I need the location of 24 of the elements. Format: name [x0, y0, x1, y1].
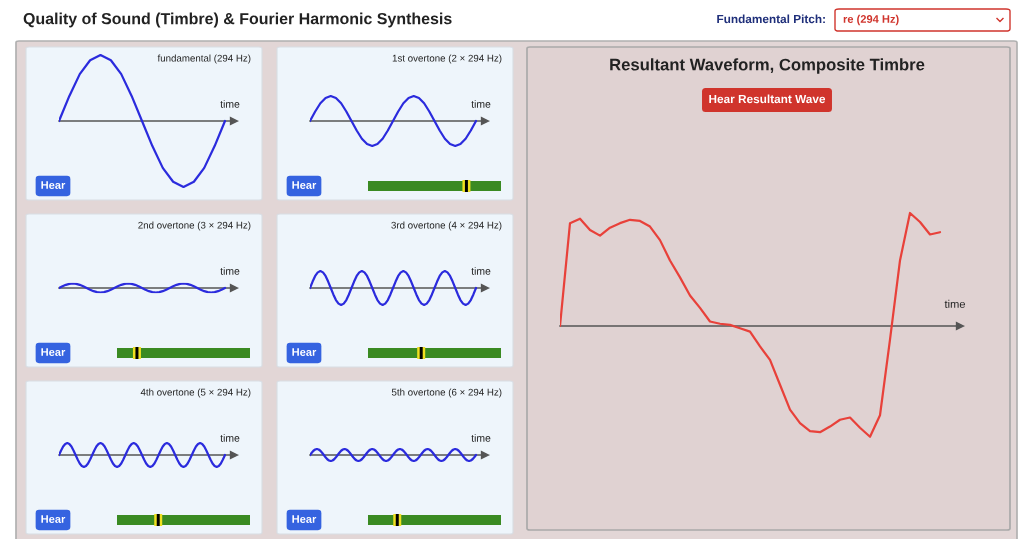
text: Quality of Sound (Timbre) & Fourier Harmonic Synthesis [23, 12, 452, 28]
chart-title: 2nd overtone (3 × 294 Hz) [138, 221, 251, 231]
chart-title: Resultant Waveform, Composite Timbre [610, 58, 925, 74]
x-axis-title: time [220, 100, 240, 108]
x-axis-title: time [944, 299, 965, 308]
x-axis-title: time [471, 434, 491, 442]
text: Hear [292, 348, 317, 356]
chart-title: 4th overtone (5 × 294 Hz) [140, 388, 251, 398]
chart-title: 3rd overtone (4 × 294 Hz) [391, 221, 502, 231]
text: Hear [41, 515, 66, 523]
text: Hear [292, 515, 317, 523]
text: Hear Resultant Wave [709, 94, 826, 104]
chart-title: 1st overtone (2 × 294 Hz) [392, 54, 502, 64]
chart-title: fundamental (294 Hz) [157, 54, 251, 64]
x-axis-title: time [220, 434, 240, 442]
text: Fundamental Pitch: [717, 14, 825, 24]
chart-title: 5th overtone (6 × 294 Hz) [391, 388, 502, 398]
x-axis-title: time [220, 267, 240, 275]
text: Hear [292, 181, 317, 189]
x-axis-title: time [471, 267, 491, 275]
text: Hear [41, 348, 66, 356]
annotation: Hear [41, 181, 66, 189]
x-axis-title: time [471, 100, 491, 108]
text: re (294 Hz) [843, 14, 899, 26]
